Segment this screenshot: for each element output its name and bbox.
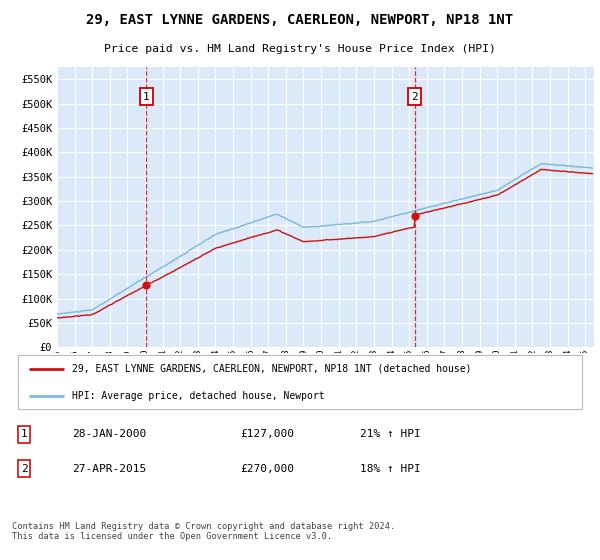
- Text: 27-APR-2015: 27-APR-2015: [72, 464, 146, 474]
- Point: [142, 281, 151, 290]
- Text: Price paid vs. HM Land Registry's House Price Index (HPI): Price paid vs. HM Land Registry's House …: [104, 44, 496, 54]
- Text: 2: 2: [20, 464, 28, 474]
- Text: 21% ↑ HPI: 21% ↑ HPI: [360, 430, 421, 440]
- Text: 1: 1: [143, 92, 150, 101]
- Text: 29, EAST LYNNE GARDENS, CAERLEON, NEWPORT, NP18 1NT (detached house): 29, EAST LYNNE GARDENS, CAERLEON, NEWPOR…: [73, 363, 472, 374]
- Text: HPI: Average price, detached house, Newport: HPI: Average price, detached house, Newp…: [73, 391, 325, 401]
- Text: 1: 1: [20, 430, 28, 440]
- Text: 2: 2: [412, 92, 418, 101]
- Text: 29, EAST LYNNE GARDENS, CAERLEON, NEWPORT, NP18 1NT: 29, EAST LYNNE GARDENS, CAERLEON, NEWPOR…: [86, 13, 514, 27]
- Text: 28-JAN-2000: 28-JAN-2000: [72, 430, 146, 440]
- Point: [410, 211, 420, 220]
- Text: Contains HM Land Registry data © Crown copyright and database right 2024.
This d: Contains HM Land Registry data © Crown c…: [12, 522, 395, 542]
- Text: 18% ↑ HPI: 18% ↑ HPI: [360, 464, 421, 474]
- Text: £270,000: £270,000: [240, 464, 294, 474]
- Text: £127,000: £127,000: [240, 430, 294, 440]
